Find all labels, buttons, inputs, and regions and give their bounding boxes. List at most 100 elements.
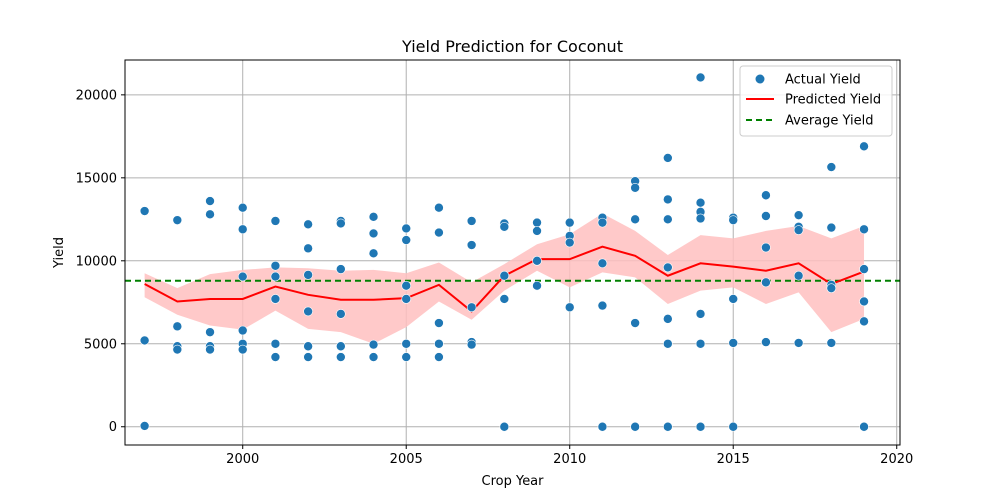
actual-yield-point: [859, 296, 869, 307]
actual-yield-point: [368, 339, 379, 350]
actual-yield-point: [564, 217, 575, 228]
axes-frame: [124, 59, 901, 446]
actual-yield-point: [172, 344, 183, 355]
actual-yield-point: [663, 421, 673, 432]
actual-yield-point: [793, 270, 804, 281]
y-tick-label: 15000: [76, 171, 117, 186]
actual-yield-point: [695, 309, 706, 319]
legend: Actual Yield Predicted Yield Average Yie…: [739, 65, 893, 137]
actual-yield-point: [270, 338, 281, 349]
actual-yield-point: [303, 270, 313, 280]
actual-yield-point: [303, 243, 313, 254]
chart-title: Yield Prediction for Coconut: [401, 37, 623, 56]
actual-yield-point: [237, 224, 248, 235]
actual-yield-point: [499, 221, 510, 232]
actual-yield-point: [564, 237, 575, 248]
actual-yield-point: [205, 327, 215, 337]
actual-yield-point: [532, 217, 542, 228]
legend-box: [739, 65, 893, 137]
actual-yield-point: [466, 302, 477, 313]
actual-yield-point: [793, 225, 804, 235]
actual-yield-point: [368, 248, 379, 259]
actual-yield-point: [761, 277, 771, 288]
actual-yield-point: [434, 318, 444, 328]
x-axis-label: Crop Year: [482, 474, 545, 489]
actual-yield-point: [859, 264, 869, 274]
y-tick-label: 20000: [76, 88, 117, 103]
actual-yield-point: [237, 344, 248, 355]
actual-yield-point: [401, 235, 412, 245]
actual-yield-point: [499, 294, 510, 304]
actual-yield-point: [663, 262, 673, 273]
actual-yield-point: [434, 227, 444, 238]
actual-points: [139, 72, 869, 432]
actual-yield-point: [532, 280, 542, 291]
actual-yield-point: [630, 318, 640, 328]
actual-yield-point: [695, 72, 706, 83]
actual-yield-point: [401, 280, 412, 291]
actual-yield-point: [336, 264, 346, 274]
actual-yield-point: [532, 255, 542, 266]
actual-yield-point: [597, 217, 608, 228]
actual-yield-point: [401, 294, 412, 304]
actual-yield-point: [826, 222, 837, 233]
actual-yield-point: [597, 421, 608, 432]
legend-predicted-label: Predicted Yield: [785, 93, 881, 108]
actual-yield-point: [826, 338, 837, 348]
actual-yield-point: [401, 338, 412, 349]
actual-yield-point: [172, 321, 183, 332]
actual-yield-point: [303, 306, 313, 317]
actual-yield-point: [761, 337, 771, 347]
actual-yield-point: [663, 214, 673, 225]
actual-yield-point: [303, 352, 313, 362]
actual-yield-point: [139, 421, 150, 431]
y-tick-label: 0: [109, 420, 117, 435]
actual-yield-point: [564, 302, 575, 313]
actual-yield-point: [761, 242, 771, 253]
actual-yield-point: [270, 216, 281, 226]
y-tick-label: 5000: [84, 337, 117, 352]
actual-yield-point: [270, 294, 281, 304]
actual-yield-point: [499, 421, 510, 432]
actual-yield-point: [695, 197, 706, 208]
actual-yield-point: [826, 162, 837, 172]
y-tick-label: 10000: [76, 254, 117, 269]
actual-yield-point: [205, 344, 215, 355]
actual-yield-point: [761, 190, 771, 201]
actual-yield-point: [663, 314, 673, 324]
actual-yield-point: [270, 260, 281, 271]
actual-yield-point: [663, 194, 673, 205]
actual-yield-point: [728, 338, 739, 348]
actual-yield-point: [139, 335, 150, 346]
actual-yield-point: [695, 213, 706, 224]
legend-average-label: Average Yield: [785, 114, 873, 129]
actual-yield-point: [826, 283, 837, 293]
actual-yield-point: [368, 228, 379, 239]
actual-yield-point: [303, 341, 313, 352]
actual-yield-point: [139, 206, 150, 216]
actual-yield-point: [270, 352, 281, 362]
actual-yield-point: [793, 210, 804, 220]
x-tick-label: 2005: [390, 452, 423, 467]
actual-yield-point: [368, 212, 379, 222]
actual-yield-point: [761, 211, 771, 221]
x-tick-label: 2010: [553, 452, 586, 467]
y-axis-label: Yield: [52, 237, 67, 269]
actual-yield-point: [336, 309, 346, 319]
actual-yield-point: [859, 224, 869, 235]
actual-yield-point: [859, 141, 869, 152]
legend-actual-label: Actual Yield: [785, 73, 861, 88]
actual-yield-point: [205, 209, 215, 220]
actual-yield-point: [401, 352, 412, 362]
actual-yield-point: [303, 219, 313, 230]
actual-yield-point: [270, 271, 281, 282]
actual-yield-point: [434, 352, 444, 362]
actual-yield-point: [728, 294, 739, 304]
actual-yield-point: [630, 182, 640, 193]
actual-yield-point: [663, 153, 673, 163]
actual-yield-point: [695, 338, 706, 349]
actual-yield-point: [597, 258, 608, 269]
actual-yield-point: [793, 338, 804, 348]
